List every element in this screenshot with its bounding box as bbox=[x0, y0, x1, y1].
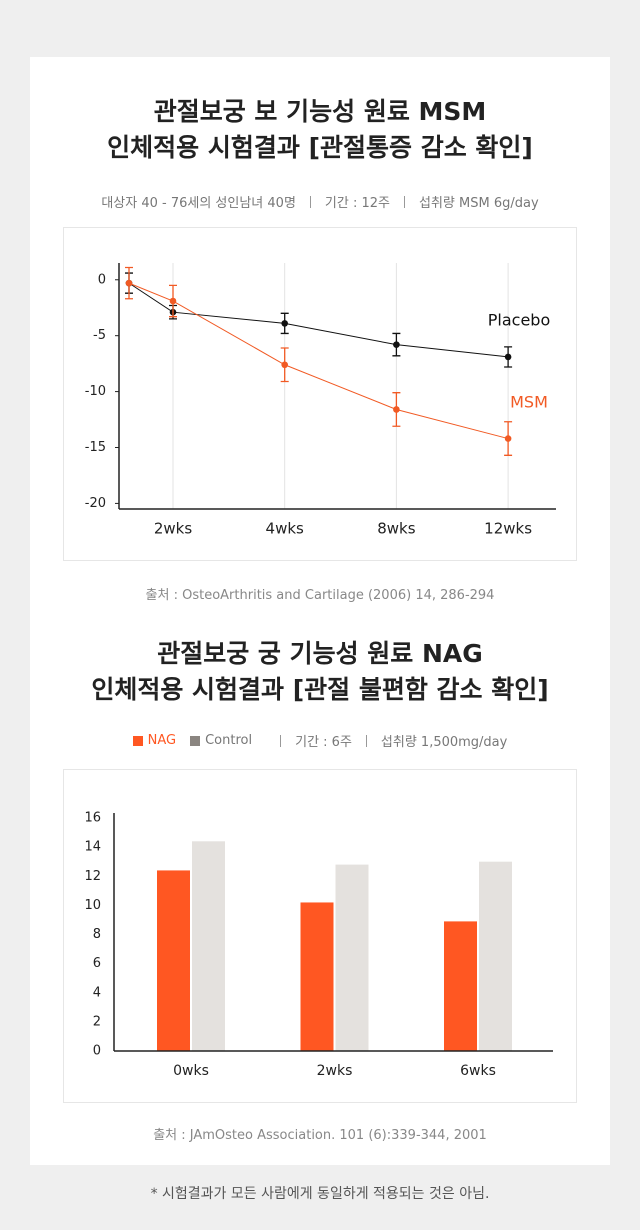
bar bbox=[157, 870, 190, 1051]
bar bbox=[192, 841, 225, 1051]
y-tick-label: 12 bbox=[84, 869, 101, 884]
subtitle: 대상자 40 - 76세의 성인남녀 40명 기간 : 12주 섭취량 MSM 6g… bbox=[0, 192, 640, 211]
x-tick-label: 6wks bbox=[460, 1063, 496, 1079]
chart-box: 2wks 4wks 8wks 12wks 0 -5 -10 -15 -20 Placebo MSM bbox=[63, 227, 577, 561]
subtitle-part: 기간 : 12주 bbox=[324, 196, 390, 211]
title-line: 관절보궁 보 기능성 원료 MSM bbox=[153, 97, 487, 126]
title: 관절보궁 보 기능성 원료 MSM 인체적용 시험결과 [관절통증 감소 확인] bbox=[0, 94, 640, 166]
x-tick-label: 2wks bbox=[154, 520, 192, 538]
separator bbox=[404, 195, 405, 208]
legend-label: Control bbox=[205, 733, 253, 748]
y-tick-label: -5 bbox=[93, 328, 106, 343]
title: 관절보궁 궁 기능성 원료 NAG 인체적용 시험결과 [관절 불편함 감소 확인… bbox=[0, 636, 640, 708]
footnote: * 시험결과가 모든 사람에게 동일하게 적용되는 것은 아님. bbox=[150, 1186, 490, 1202]
chart-box: 0 2 4 6 8 10 12 14 16 0wks 2wks 6wks bbox=[63, 769, 577, 1103]
y-tick-label: -15 bbox=[85, 440, 106, 455]
x-tick-label: 2wks bbox=[317, 1063, 353, 1079]
y-tick-label: 16 bbox=[84, 811, 101, 826]
legend-swatch bbox=[132, 735, 143, 746]
title-line: 관절보궁 궁 기능성 원료 NAG bbox=[157, 639, 483, 668]
x-tick-label: 12wks bbox=[484, 520, 532, 538]
chart: 2wks 4wks 8wks 12wks 0 -5 -10 -15 -20 Placebo MSM bbox=[85, 263, 556, 538]
point bbox=[169, 297, 177, 305]
y-tick-label: 0 bbox=[98, 272, 106, 287]
source: 출처 : JAmOsteo Association. 101 (6):339-3… bbox=[153, 1128, 487, 1143]
subtitle-part: 섭취량 1,500mg/day bbox=[380, 735, 508, 750]
point bbox=[504, 435, 512, 442]
separator bbox=[365, 734, 367, 747]
x-tick-label: 0wks bbox=[173, 1063, 209, 1079]
point bbox=[393, 341, 400, 348]
bar bbox=[444, 921, 477, 1051]
y-tick-label: 10 bbox=[84, 898, 101, 913]
y-tick-label: -20 bbox=[85, 496, 106, 511]
title-line: 인체적용 시험결과 [관절통증 감소 확인] bbox=[107, 133, 533, 162]
x-tick-label: 8wks bbox=[377, 520, 415, 538]
y-tick-label: 14 bbox=[84, 840, 101, 855]
subtitle: NAG Control 기간 : 6주 섭취량 1,500mg/day bbox=[0, 731, 640, 750]
y-tick-label: 0 bbox=[93, 1044, 101, 1059]
line bbox=[128, 282, 509, 440]
subtitle-part: 기간 : 6주 bbox=[295, 735, 352, 750]
series-label: Placebo bbox=[488, 311, 550, 330]
legend-label: NAG bbox=[147, 733, 177, 748]
point bbox=[504, 353, 512, 361]
point bbox=[125, 279, 133, 287]
title-line: 인체적용 시험결과 [관절 불편함 감소 확인] bbox=[91, 675, 549, 704]
y-tick-label: 4 bbox=[93, 985, 101, 1000]
series-label: MSM bbox=[510, 393, 548, 412]
y-tick-label: 8 bbox=[93, 927, 101, 942]
subtitle-part: 섭취량 MSM 6g/day bbox=[419, 196, 539, 211]
line bbox=[128, 282, 509, 358]
separator bbox=[309, 195, 311, 208]
point bbox=[281, 320, 288, 327]
y-tick-label: 2 bbox=[93, 1014, 101, 1029]
bar bbox=[300, 902, 334, 1051]
x-tick-label: 4wks bbox=[266, 520, 304, 538]
point bbox=[281, 361, 288, 369]
y-tick-label: 6 bbox=[93, 956, 101, 971]
legend-swatch bbox=[190, 735, 201, 746]
bar bbox=[479, 861, 512, 1051]
source: 출처 : OsteoArthritis and Cartilage (2006)… bbox=[145, 588, 495, 603]
subtitle-part: 대상자 40 - 76세의 성인남녀 40명 bbox=[101, 196, 296, 211]
separator bbox=[280, 734, 282, 747]
bar bbox=[335, 864, 369, 1051]
point bbox=[393, 406, 400, 413]
y-tick-label: -10 bbox=[85, 384, 106, 399]
chart: 0 2 4 6 8 10 12 14 16 0wks 2wks 6wks bbox=[84, 811, 553, 1079]
